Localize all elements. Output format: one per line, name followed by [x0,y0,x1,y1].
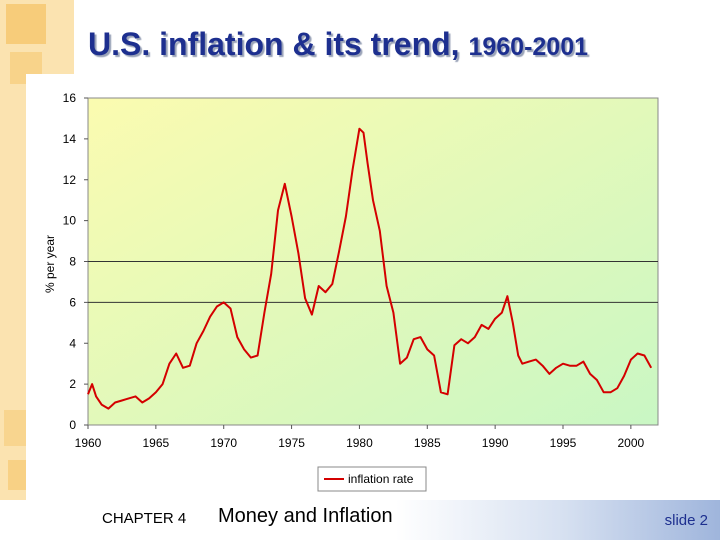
x-tick-label: 2000 [618,436,645,450]
grid-lines [88,261,658,303]
x-tick-label: 1990 [482,436,509,450]
legend: inflation rate [317,466,427,492]
slide-number: slide 2 [664,512,708,529]
y-tick-label: 14 [63,132,77,146]
y-tick-label: 8 [69,255,76,269]
x-tick-label: 1995 [550,436,577,450]
y-tick-label: 10 [63,214,77,228]
x-axis-ticks: 1960 1965 1970 1975 1980 1985 1990 1995 2000 [75,425,645,450]
y-tick-label: 12 [63,173,77,187]
slide-title: U.S. inflation & its trend, 1960-2001 [88,26,588,63]
x-tick-label: 1980 [346,436,373,450]
chart-panel: 0 2 4 6 8 10 12 14 16 1960 1965 1970 1975 1980 1985 19… [26,74,690,500]
chapter-label: CHAPTER 4 [102,510,187,527]
chapter-title: Money and Inflation [218,505,393,527]
decorative-square [6,4,46,44]
y-axis-label: % per year [43,235,57,293]
slide-title-main: U.S. inflation & its trend, [88,26,460,62]
y-tick-label: 2 [69,377,76,391]
x-tick-label: 1985 [414,436,441,450]
y-tick-label: 0 [69,418,76,432]
y-axis-ticks: 0 2 4 6 8 10 12 14 16 [63,91,88,432]
y-tick-label: 16 [63,91,77,105]
footer-band [0,500,720,540]
y-tick-label: 6 [69,295,76,309]
legend-label: inflation rate [348,472,414,486]
y-tick-label: 4 [69,336,76,350]
x-tick-label: 1965 [143,436,170,450]
slide-title-years: 1960-2001 [468,33,589,61]
x-tick-label: 1970 [210,436,237,450]
series-layer [87,127,653,410]
series-line-inflation-rate [87,127,653,410]
x-tick-label: 1975 [278,436,305,450]
x-tick-label: 1960 [75,436,102,450]
